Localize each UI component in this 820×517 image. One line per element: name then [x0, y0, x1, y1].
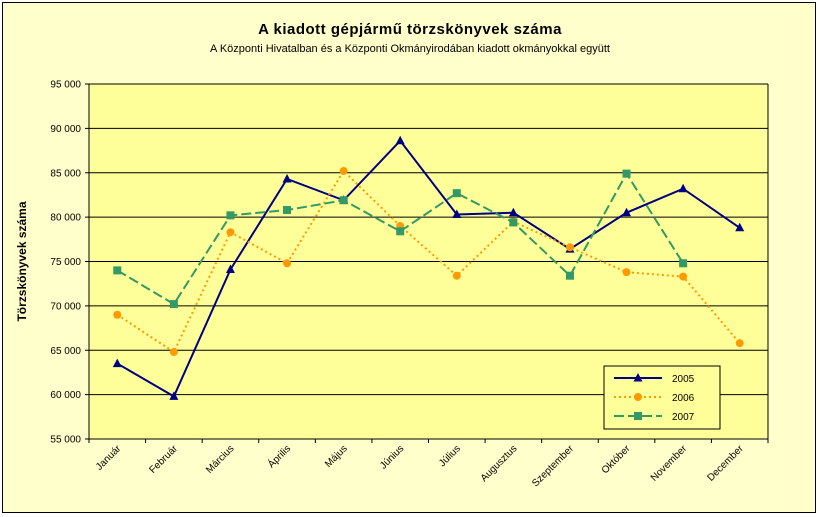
data-point-2007: [396, 227, 405, 236]
data-point-2007: [679, 259, 688, 268]
data-point-2005: [508, 207, 518, 217]
y-tick-label: 80 000: [50, 213, 81, 224]
series-group: [112, 135, 745, 400]
data-point-2005: [452, 209, 462, 218]
data-point-2007: [339, 196, 348, 205]
chart-subtitle: A Központi Hivatalban és a Központi Okmá…: [210, 43, 610, 55]
y-tick-label: 85 000: [50, 168, 81, 179]
data-point-2005: [678, 183, 688, 193]
legend: 2005 2006 2007: [603, 365, 721, 430]
x-tick-label: November: [649, 443, 690, 484]
data-point-2007: [452, 189, 461, 198]
data-point-2005: [225, 264, 235, 273]
data-point-2007: [226, 211, 235, 220]
x-tick-label: Február: [147, 443, 180, 476]
data-point-2005: [622, 207, 632, 217]
series-2007: [113, 169, 688, 309]
data-point-2007: [509, 218, 518, 227]
legend-marker-2006: [634, 393, 642, 401]
y-tick-label: 55 000: [50, 435, 81, 446]
y-axis-ticks: 55 000 60 000 65 000 70 000 75 000 80 000 85 0…: [50, 80, 89, 446]
legend-marker-2007: [634, 412, 642, 420]
data-point-2007: [565, 271, 574, 280]
y-tick-label: 90 000: [50, 124, 81, 135]
data-point-2005: [112, 358, 122, 368]
x-tick-label: Április: [265, 442, 293, 470]
x-tick-label: Október: [600, 443, 633, 476]
data-point-2006: [339, 166, 348, 175]
x-tick-label: Március: [204, 443, 237, 476]
data-point-2005: [282, 173, 292, 183]
x-tick-label: Július: [437, 443, 463, 469]
data-point-2005: [169, 391, 179, 400]
data-point-2006: [622, 268, 631, 277]
x-tick-label: Június: [378, 443, 406, 471]
legend-box: [603, 365, 721, 430]
data-point-2007: [169, 300, 178, 309]
legend-label-2007: 2007: [672, 412, 695, 423]
data-point-2006: [113, 310, 122, 319]
x-tick-label: Május: [323, 443, 350, 470]
x-axis-ticks: Január Február Március Április Május Június Jú…: [88, 439, 769, 489]
data-point-2007: [283, 206, 292, 215]
legend-label-2006: 2006: [672, 393, 695, 404]
x-tick-label: Január: [94, 443, 124, 473]
data-point-2006: [283, 259, 292, 268]
x-tick-label: Szeptember: [530, 443, 576, 489]
y-tick-label: 95 000: [50, 80, 81, 91]
data-point-2006: [679, 272, 688, 281]
chart-title: A kiadott gépjármű törzskönyvek száma: [258, 21, 562, 38]
data-point-2005: [735, 222, 745, 232]
data-point-2006: [169, 348, 178, 357]
data-point-2005: [395, 135, 405, 145]
x-tick-label: Augusztus: [479, 443, 520, 484]
y-tick-label: 65 000: [50, 346, 81, 357]
y-axis-label: Törzskönyvek száma: [15, 201, 29, 321]
data-point-2006: [452, 271, 461, 280]
y-tick-label: 75 000: [50, 257, 81, 268]
data-point-2006: [565, 243, 574, 252]
y-tick-label: 60 000: [50, 390, 81, 401]
y-tick-label: 70 000: [50, 301, 81, 312]
legend-marker-2005: [633, 373, 643, 382]
legend-label-2005: 2005: [672, 374, 695, 385]
x-tick-label: December: [705, 443, 746, 484]
data-point-2007: [113, 266, 122, 275]
data-point-2007: [622, 169, 631, 178]
data-point-2006: [226, 228, 235, 237]
data-point-2006: [735, 339, 744, 348]
series-line-2005: [116, 139, 741, 398]
